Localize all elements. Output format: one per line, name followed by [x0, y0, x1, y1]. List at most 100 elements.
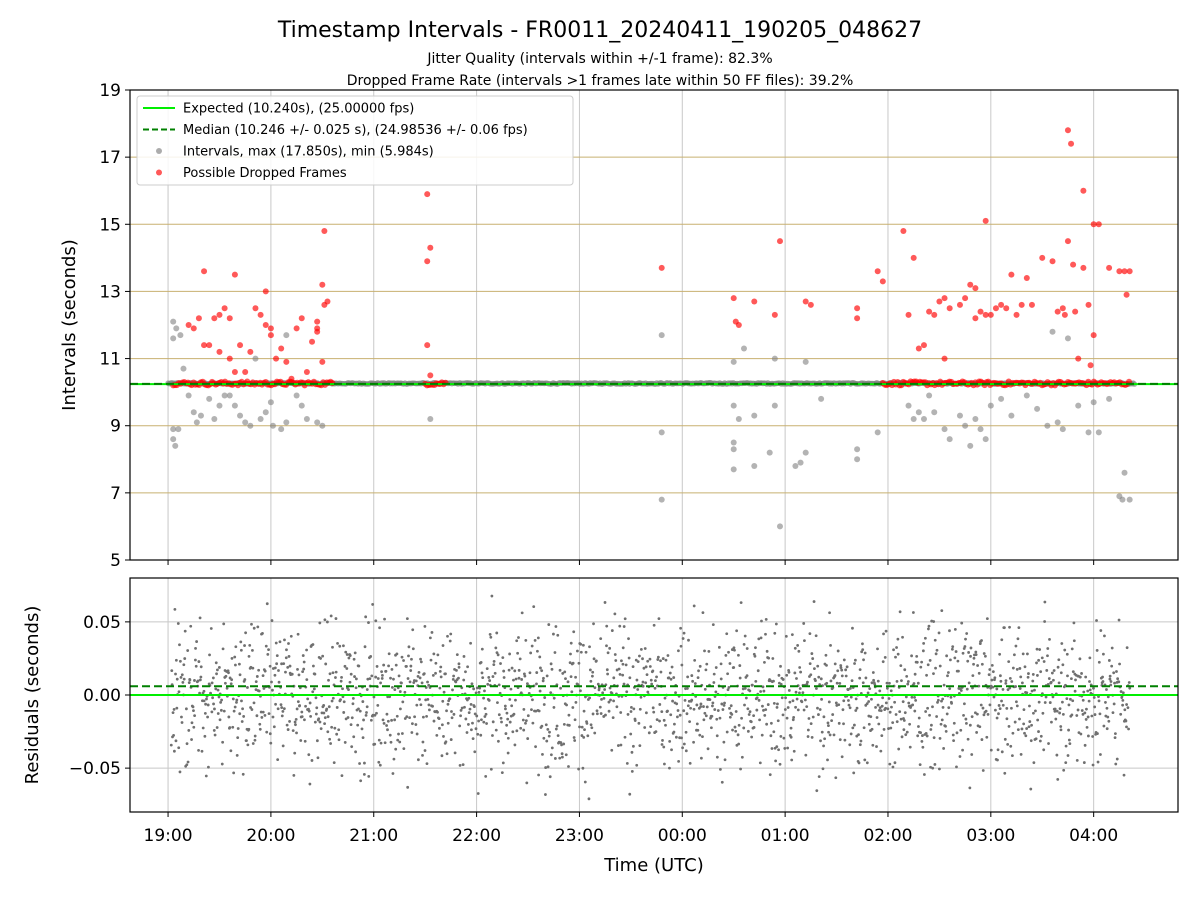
residual-point [635, 763, 639, 767]
residual-point [512, 712, 516, 716]
residual-point [715, 755, 719, 759]
residual-point [175, 706, 179, 710]
interval-point-40 [730, 402, 737, 409]
residual-point [428, 636, 432, 640]
interval-point-15 [216, 402, 223, 409]
residual-point [953, 628, 957, 631]
residual-point [670, 748, 673, 752]
residual-point [873, 682, 877, 686]
residual-point [234, 645, 238, 649]
residual-point [915, 654, 919, 658]
residual-point [1040, 656, 1044, 660]
residual-point [494, 646, 498, 650]
residual-point [1011, 731, 1015, 735]
residual-point [172, 733, 175, 737]
residual-point [912, 682, 916, 685]
residual-point [464, 670, 467, 674]
residual-point [932, 672, 935, 676]
residual-point [606, 651, 610, 655]
residual-point [879, 709, 883, 713]
residual-point [373, 742, 377, 746]
residual-point [753, 654, 757, 658]
residual-point [899, 664, 903, 668]
residual-point [261, 710, 265, 714]
residual-point [714, 690, 718, 694]
dropped-point-76 [987, 311, 994, 318]
residual-point [777, 673, 781, 677]
interval-point-89 [1121, 469, 1128, 476]
residual-point [651, 706, 655, 710]
interval-point-50 [771, 402, 778, 409]
residual-point [896, 652, 900, 656]
residual-point [520, 678, 524, 681]
dropped-point-92 [1072, 308, 1079, 315]
residual-point [926, 663, 930, 667]
residual-point [809, 673, 813, 677]
dropped-point-33 [319, 358, 326, 365]
residual-point [246, 743, 250, 747]
residual-point [572, 630, 576, 634]
residual-point [301, 654, 305, 657]
residual-point [302, 667, 306, 671]
residual-point [768, 773, 772, 777]
residual-point [448, 697, 452, 701]
residual-point [314, 696, 318, 700]
residual-point [1008, 686, 1012, 690]
residual-point [411, 722, 414, 726]
residual-point [847, 699, 850, 702]
residual-point [178, 659, 182, 663]
residual-point [1059, 728, 1063, 732]
dropped-point-69 [962, 295, 969, 302]
residual-point [962, 713, 965, 717]
residual-point [837, 721, 841, 725]
residual-point [686, 675, 690, 679]
residual-point [1088, 688, 1092, 692]
residual-point [913, 672, 917, 676]
residual-point [706, 747, 710, 751]
residual-point [597, 686, 601, 690]
xtick-label-6: 01:00 [761, 826, 810, 846]
residual-point [656, 655, 660, 659]
residual-point [1034, 737, 1038, 741]
residual-point [916, 734, 920, 738]
residual-point [933, 763, 937, 766]
residual-point [572, 736, 576, 739]
residual-point [693, 658, 697, 662]
residual-point [921, 745, 925, 749]
residual-point [667, 676, 671, 680]
dropped-point-102 [1095, 221, 1102, 228]
residual-point [436, 710, 439, 714]
residual-point [1037, 730, 1040, 733]
residual-point [360, 727, 364, 731]
residual-point [901, 635, 904, 639]
interval-point-85 [1095, 429, 1102, 436]
residual-point [894, 655, 897, 659]
residual-point [1123, 708, 1127, 712]
residual-point [352, 657, 356, 661]
residual-point [379, 681, 383, 685]
figure-subtitle-2: Dropped Frame Rate (intervals >1 frames … [347, 73, 854, 89]
residual-point [964, 637, 967, 641]
residual-point [712, 672, 716, 676]
legend-label-3: Possible Dropped Frames [183, 166, 347, 181]
residual-point [1101, 680, 1105, 683]
residual-point [879, 749, 883, 753]
residual-point [400, 681, 403, 685]
residual-point [312, 664, 315, 668]
residual-point [881, 660, 885, 664]
residual-point [206, 703, 210, 707]
residual-point [761, 704, 764, 708]
residual-point [632, 707, 636, 711]
residual-point [539, 666, 542, 670]
residual-point [668, 671, 672, 675]
interval-point-56 [818, 395, 825, 402]
residual-point [814, 634, 818, 638]
residual-point [535, 682, 538, 686]
residual-point [260, 716, 264, 719]
residual-point [684, 730, 688, 734]
residual-point [212, 729, 216, 732]
residual-point [416, 674, 420, 678]
residual-point [396, 738, 400, 742]
residual-point [584, 650, 588, 654]
residual-point [1126, 706, 1130, 710]
